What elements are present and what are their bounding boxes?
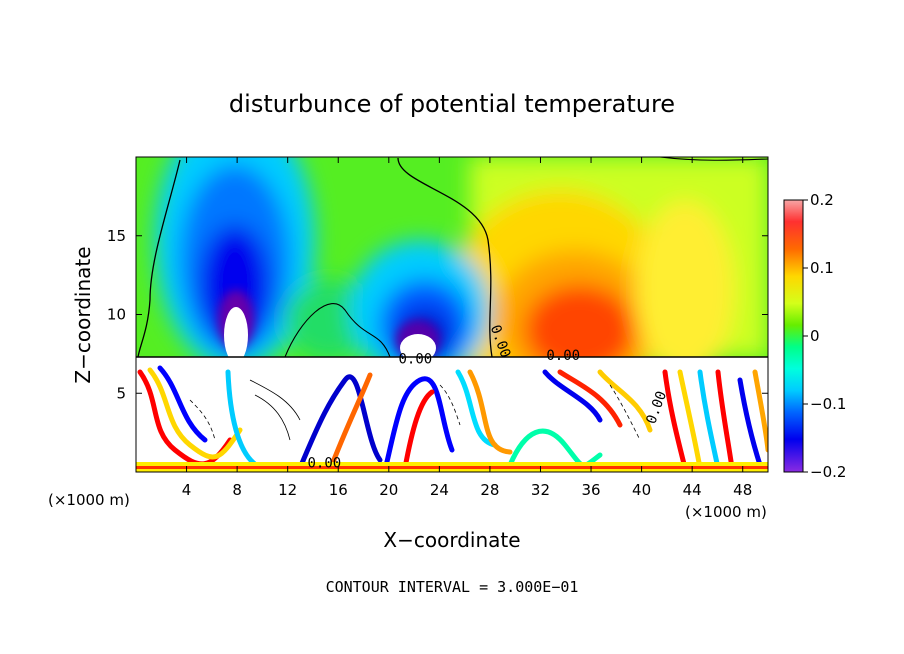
contour-label: 0.00	[307, 455, 341, 471]
upper-field	[136, 157, 768, 357]
x-tick-label: 32	[531, 481, 550, 499]
contour-label: 0.00	[398, 351, 432, 367]
x-tick-label: 8	[232, 481, 242, 499]
x-unit-left: (×1000 m)	[48, 491, 130, 509]
y-tick-label: 15	[107, 227, 126, 245]
x-tick-label: 12	[278, 481, 297, 499]
x-tick-label: 24	[430, 481, 449, 499]
x-tick-label: 44	[683, 481, 702, 499]
x-axis-label: X−coordinate	[383, 528, 520, 552]
contour-label: 0.00	[546, 348, 580, 364]
x-tick-label: 28	[480, 481, 499, 499]
y-tick-label: 10	[107, 306, 126, 324]
colorbar-tick-label: 0.1	[810, 259, 834, 277]
colorbar-tick-label: 0	[810, 327, 820, 345]
x-tick-label: 20	[379, 481, 398, 499]
x-tick-label: 36	[581, 481, 600, 499]
colorbar	[783, 199, 804, 473]
y-tick-label: 5	[116, 384, 126, 402]
y-axis-label: Z−coordinate	[71, 246, 95, 383]
contour-interval-note: CONTOUR INTERVAL = 3.000E−01	[326, 578, 579, 596]
x-tick-label: 48	[733, 481, 752, 499]
x-tick-label: 40	[632, 481, 651, 499]
colorbar-tick-label: −0.1	[810, 395, 846, 413]
colorbar-tick-label: 0.2	[810, 191, 834, 209]
x-unit-right: (×1000 m)	[685, 503, 767, 521]
chart-title: disturbunce of potential temperature	[229, 90, 675, 118]
lower-field	[136, 356, 768, 472]
x-tick-label: 16	[329, 481, 348, 499]
colorbar-tick-label: −0.2	[810, 463, 846, 481]
x-tick-label: 4	[182, 481, 192, 499]
